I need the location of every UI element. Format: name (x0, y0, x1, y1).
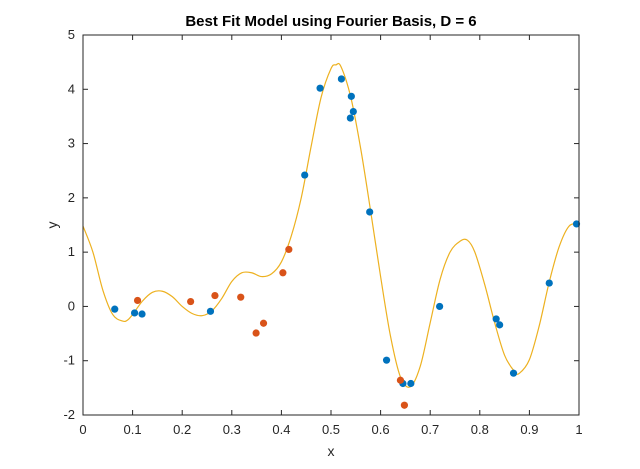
x-tick-label: 0.2 (173, 422, 191, 437)
y-tick-label: -1 (63, 353, 75, 368)
x-tick-label: 0 (79, 422, 86, 437)
data-point-blue (111, 305, 119, 313)
data-point-orange (187, 297, 195, 306)
data-point-orange (211, 291, 219, 300)
data-point-blue (436, 302, 444, 311)
data-point-blue (545, 279, 553, 287)
y-tick-label: 5 (68, 27, 75, 42)
plot-area (83, 62, 581, 409)
data-point-blue (347, 92, 355, 100)
x-tick-label: 0.7 (421, 422, 439, 437)
data-point-blue (206, 307, 215, 315)
x-tick-label: 0.3 (223, 422, 241, 437)
y-tick-label: 0 (68, 298, 75, 313)
data-point-blue (382, 356, 391, 364)
data-point-orange (133, 296, 142, 305)
data-point-blue (349, 107, 357, 116)
data-point-orange (237, 293, 245, 301)
data-point-blue (496, 321, 504, 329)
x-tick-label: 0.4 (272, 422, 290, 437)
data-point-orange (400, 401, 409, 409)
data-point-blue (572, 220, 581, 228)
x-axis-label: x (328, 443, 335, 459)
y-tick-label: 2 (68, 190, 75, 205)
data-point-orange (259, 319, 268, 327)
x-tick-label: 1 (575, 422, 582, 437)
axes: 0 0.1 0.2 0.3 0.4 0.5 0.6 0.7 0.8 0.9 1 -2 -1 0 1 2 3 4 5 (63, 27, 582, 437)
x-tick-label: 0.5 (322, 422, 340, 437)
data-point-orange (396, 376, 405, 384)
data-point-blue (407, 379, 415, 388)
fit-curve (83, 62, 579, 388)
data-point-orange (285, 245, 293, 254)
x-tick-label: 0.1 (124, 422, 142, 437)
y-tick-label: -2 (63, 407, 75, 422)
data-point-blue (316, 84, 324, 92)
chart-title: Best Fit Model using Fourier Basis, D = … (185, 13, 476, 30)
data-point-blue (366, 208, 374, 216)
x-tick-label: 0.8 (471, 422, 489, 437)
x-tick-label: 0.9 (520, 422, 538, 437)
data-point-blue (337, 75, 346, 83)
data-point-blue (346, 114, 354, 122)
y-tick-label: 4 (68, 81, 75, 96)
data-point-orange (252, 329, 260, 337)
x-tick-label: 0.6 (372, 422, 390, 437)
data-point-blue (509, 369, 518, 377)
y-tick-label: 1 (68, 244, 75, 259)
y-axis-label: y (44, 222, 60, 229)
data-point-blue (492, 315, 500, 323)
data-point-blue (138, 310, 146, 318)
data-point-blue (130, 309, 139, 317)
y-tick-label: 3 (68, 136, 75, 151)
data-point-orange (279, 269, 287, 277)
data-point-blue (301, 171, 309, 179)
